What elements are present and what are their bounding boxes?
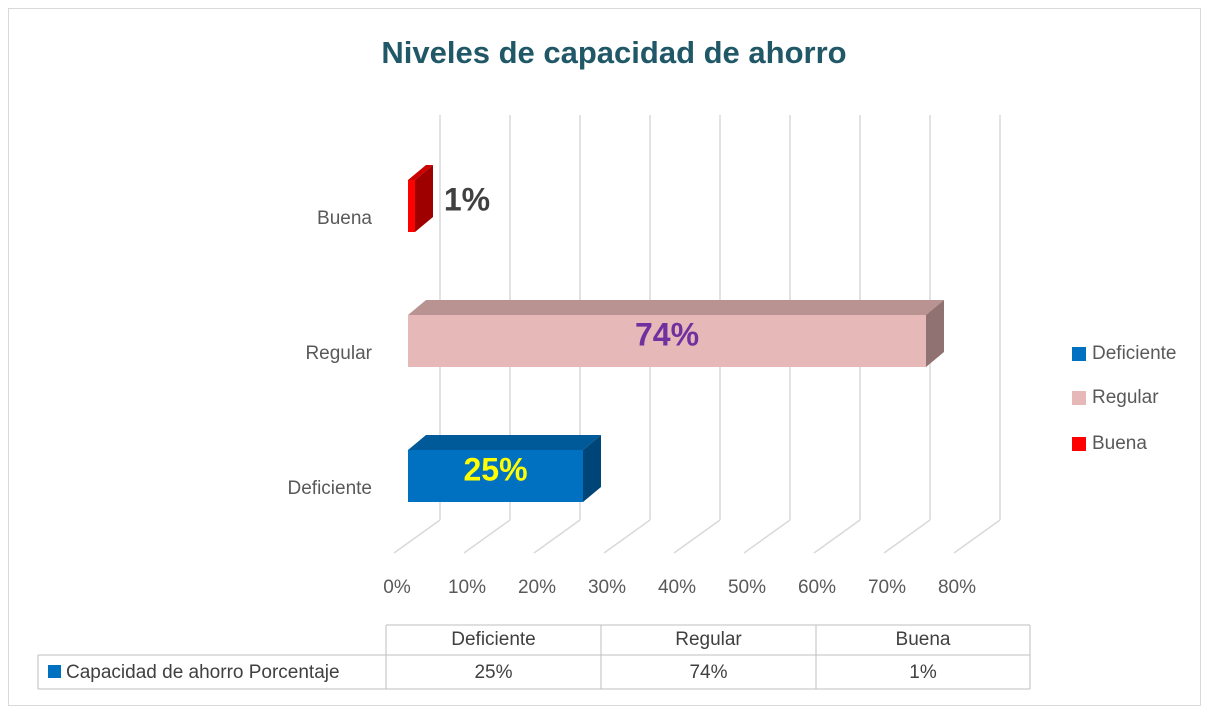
legend-label: Buena (1092, 433, 1147, 454)
legend-swatch (1072, 391, 1086, 405)
bar-side (415, 165, 433, 232)
bar-side (583, 435, 601, 502)
grid-floor-line (813, 519, 861, 554)
x-tick-label: 60% (798, 577, 836, 598)
category-label: Regular (305, 343, 372, 364)
chart-title: Niveles de capacidad de ahorro (381, 35, 846, 70)
table-column-header: Deficiente (451, 629, 536, 650)
table-cell: 74% (689, 662, 727, 683)
bar (408, 450, 583, 502)
grid-floor-line (393, 519, 441, 554)
x-tick-label: 80% (938, 577, 976, 598)
category-label: Deficiente (288, 478, 373, 499)
x-tick-label: 40% (658, 577, 696, 598)
grid-floor-line (603, 519, 651, 554)
x-tick-label: 20% (518, 577, 556, 598)
legend-label: Deficiente (1092, 343, 1177, 364)
x-tick-label: 50% (728, 577, 766, 598)
table-series-swatch (48, 665, 61, 678)
table-row-header: Capacidad de ahorro Porcentaje (66, 662, 340, 683)
bar-top (408, 435, 601, 450)
value-label: 1% (444, 181, 490, 217)
value-label: 25% (463, 451, 527, 487)
table-column-header: Regular (675, 629, 742, 650)
table-cell: 25% (474, 662, 512, 683)
grid-floor-line (673, 519, 721, 554)
table-column-header: Buena (896, 629, 951, 650)
grid-floor-line (743, 519, 791, 554)
grid-floor-line (953, 519, 1001, 554)
x-tick-label: 70% (868, 577, 906, 598)
bar-side (926, 300, 944, 367)
table-cell: 1% (909, 662, 937, 683)
legend-swatch (1072, 437, 1086, 451)
legend-label: Regular (1092, 387, 1159, 408)
bar (408, 180, 415, 232)
grid-floor-line (463, 519, 511, 554)
legend-swatch (1072, 347, 1086, 361)
bar-top (408, 300, 944, 315)
bar (408, 315, 926, 367)
grid-floor-line (883, 519, 931, 554)
x-tick-label: 10% (448, 577, 486, 598)
bar-top (408, 165, 433, 180)
x-tick-label: 0% (383, 577, 411, 598)
category-label: Buena (317, 208, 372, 229)
grid-floor-line (533, 519, 581, 554)
value-label: 74% (635, 316, 699, 352)
x-tick-label: 30% (588, 577, 626, 598)
